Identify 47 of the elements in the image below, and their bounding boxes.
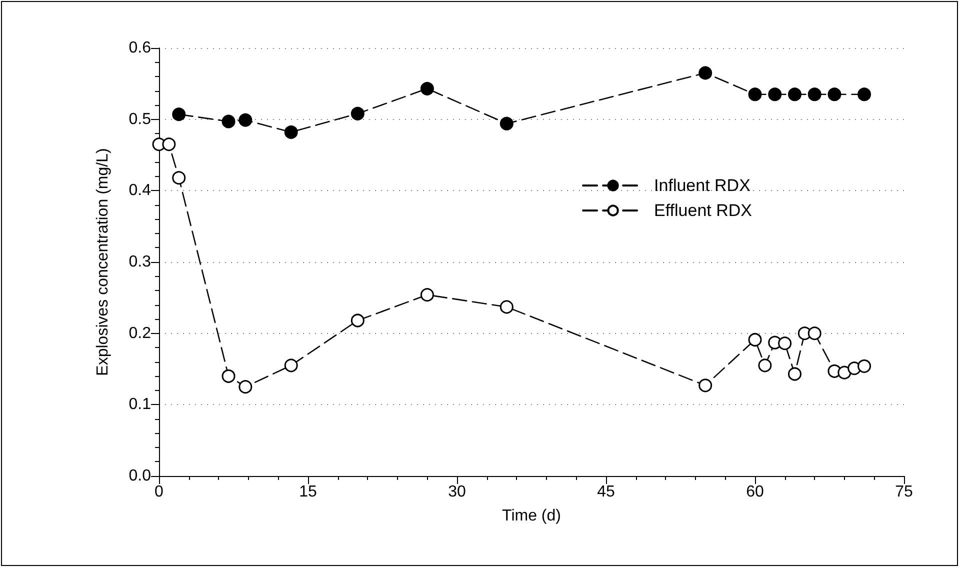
- point: [350, 106, 364, 120]
- point: [172, 108, 186, 122]
- point: [284, 125, 298, 139]
- point: [808, 326, 822, 340]
- point: [748, 333, 762, 346]
- x-tick-label: 60: [746, 484, 764, 500]
- point: [222, 369, 236, 383]
- legend-label: Influent RDX: [654, 176, 750, 195]
- point: [758, 358, 772, 372]
- x-axis-title: Time (d): [502, 508, 561, 524]
- point: [500, 300, 514, 314]
- x-tick-label: 0: [154, 484, 164, 500]
- point: [778, 336, 792, 350]
- point: [858, 359, 872, 373]
- point: [788, 367, 802, 381]
- point: [420, 82, 434, 96]
- point: [350, 314, 364, 328]
- point: [808, 88, 822, 102]
- point: [698, 378, 712, 392]
- x-tick-label: 45: [597, 484, 615, 500]
- point: [222, 114, 236, 128]
- y-tick-label: 0.1: [128, 396, 152, 414]
- point: [172, 171, 186, 185]
- point: [238, 380, 252, 394]
- point: [500, 116, 514, 130]
- point: [420, 288, 434, 302]
- x-tick-label: 30: [448, 484, 466, 500]
- point: [858, 88, 872, 102]
- point: [284, 358, 298, 372]
- y-tick-label: 0.3: [128, 254, 152, 270]
- point: [828, 88, 842, 102]
- point: [238, 113, 252, 127]
- point: [162, 138, 176, 152]
- legend-label: Effluent RDX: [654, 201, 752, 220]
- y-tick-label: 0.4: [128, 182, 152, 200]
- point: [768, 88, 782, 102]
- y-axis-title: Explosives concentration (mg/L): [94, 148, 112, 376]
- y-tick-label: 0.6: [128, 40, 152, 56]
- y-tick-label: 0.2: [128, 324, 152, 342]
- point: [698, 66, 712, 80]
- point: [748, 88, 762, 102]
- y-tick-label: 0.5: [128, 110, 152, 128]
- y-tick-label: 0.0: [128, 468, 152, 484]
- x-tick-label: 75: [895, 484, 913, 500]
- point: [788, 88, 802, 102]
- x-tick-label: 15: [299, 484, 317, 500]
- point: [838, 366, 852, 380]
